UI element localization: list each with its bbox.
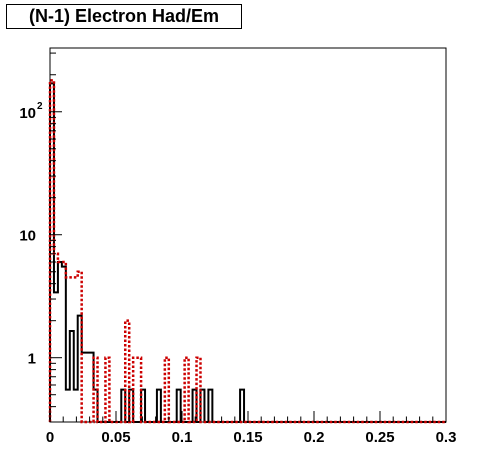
x-tick-label: 0.25 bbox=[365, 429, 394, 446]
x-tick-label: 0.1 bbox=[172, 429, 193, 446]
x-tick-label: 0.15 bbox=[233, 429, 262, 446]
series-1-histogram bbox=[48, 79, 446, 424]
x-tick-label: 0.2 bbox=[304, 429, 325, 446]
series-layer bbox=[48, 79, 446, 424]
y-tick-label: 10 bbox=[19, 105, 36, 122]
plot-frame bbox=[49, 47, 447, 423]
y-tick-label: 10 bbox=[19, 228, 36, 245]
x-tick-label: 0.05 bbox=[101, 429, 130, 446]
series-0-histogram bbox=[49, 82, 446, 423]
chart-title: (N-1) Electron Had/Em bbox=[6, 4, 242, 29]
y-tick-exponent: 2 bbox=[37, 101, 43, 112]
x-tick-label: 0 bbox=[46, 429, 54, 446]
x-tick-label: 0.3 bbox=[436, 429, 457, 446]
y-tick-label: 1 bbox=[28, 351, 36, 368]
